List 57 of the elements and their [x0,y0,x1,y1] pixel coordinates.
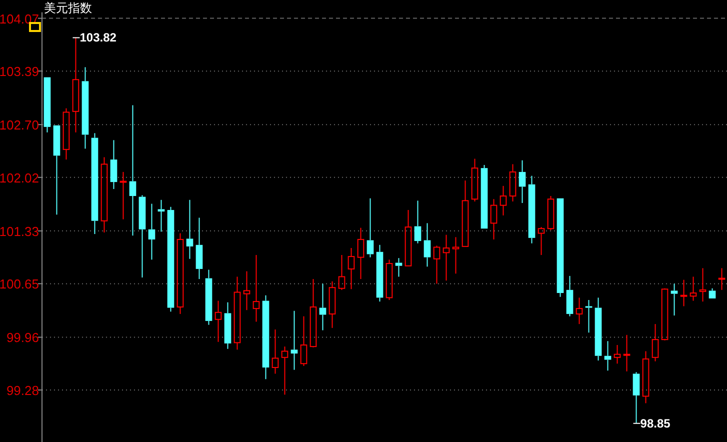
candlestick [395,258,402,278]
candlestick [376,244,384,302]
candlestick [623,334,630,372]
annotation: 98.85 [640,416,671,430]
candlestick [138,194,146,278]
y-tick-label: 101.33 [0,224,39,239]
candlestick [110,140,118,190]
annotation: 103.82 [80,30,117,45]
candlestick [243,270,250,311]
candlestick [642,350,650,404]
y-tick-label: 102.70 [0,118,39,133]
candlestick [348,248,355,290]
candlestick [518,160,526,204]
candlestick [528,175,536,244]
candlestick [120,171,127,220]
candlestick [290,310,298,370]
candlestick [566,275,574,317]
candlestick [414,200,422,244]
candlestick [357,227,364,280]
candlestick [91,132,98,235]
candlestick [718,268,726,290]
candlestick [224,302,232,350]
candlestick [252,254,260,322]
y-tick-label: 99.28 [6,383,39,398]
candlestick [670,283,678,316]
candlestick [690,276,697,302]
candlestick [594,297,602,362]
candlestick [158,199,165,232]
candlestick [262,294,270,380]
candlestick [82,66,89,150]
candlestick [424,222,431,268]
candlestick [186,199,194,260]
candlestick [148,203,156,260]
candlestick [442,234,450,282]
candlestick [699,268,706,302]
candlestick [205,269,212,326]
y-tick-label: 103.39 [0,64,39,80]
candlestick [509,164,516,202]
candlestick [680,279,688,307]
y-tick-label: 99.96 [6,330,39,346]
candlestick [366,198,374,258]
y-tick-label: 100.65 [0,276,39,292]
candlestick [129,104,136,236]
candlestick [100,156,108,233]
candlestick [632,372,640,424]
candlestick [490,198,498,240]
candlestick [214,300,222,342]
candlestick [196,217,203,280]
candlestick [72,37,80,133]
candlestick [500,185,507,216]
candlestick [585,299,592,334]
y-tick-label: 104.07 [0,11,39,26]
chart-title: 美元指数 [44,1,92,15]
y-tick-label: 102.02 [0,170,39,186]
candlestick [234,276,241,350]
candlestick [452,236,460,274]
candlestick [576,297,583,325]
